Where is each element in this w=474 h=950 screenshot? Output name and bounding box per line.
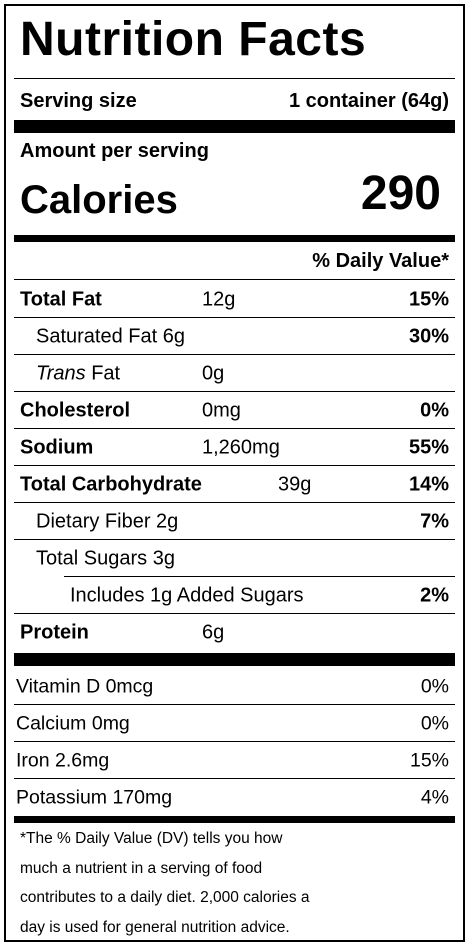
vitamin-row-iron: Iron 2.6mg 15% [14, 742, 455, 779]
thick-divider [14, 120, 455, 133]
footnote-line: contributes to a daily diet. 2,000 calor… [20, 889, 310, 906]
serving-size-label: Serving size [20, 90, 137, 112]
amount-per-serving: Amount per serving [20, 140, 209, 162]
label-title: Nutrition Facts [20, 13, 367, 66]
title-divider [14, 78, 455, 79]
footnote-line: much a nutrient in a serving of food [20, 859, 263, 877]
footnote-line: day is used for general nutrition advice… [20, 918, 290, 936]
thick-divider-vitamins [14, 653, 455, 666]
daily-value-header: % Daily Value* [312, 250, 449, 272]
nutrient-row-total-sugars: Total Sugars 3g [14, 540, 455, 577]
nutrition-facts-label: Nutrition Facts Serving size 1 container… [4, 4, 465, 942]
nutrient-row-protein: Protein 6g [20, 621, 225, 643]
vitamin-row-potassium: Potassium 170mg 4% [16, 786, 449, 808]
footnote: *The % Daily Value (DV) tells you how mu… [20, 824, 310, 942]
nutrient-row-added-sugars: Includes 1g Added Sugars 2% [14, 577, 455, 614]
nutrient-row-total-fat: Total Fat 12g 15% [14, 281, 455, 318]
serving-size-value: 1 container (64g) [288, 90, 449, 112]
nutrient-row-trans-fat: Trans Fat 0g [14, 355, 455, 392]
nutrient-row-sodium: Sodium 1,260mg 55% [14, 429, 455, 466]
medium-divider-footnote [14, 816, 455, 823]
nutrient-row-saturated-fat: Saturated Fat 6g 30% [14, 318, 455, 355]
medium-divider [14, 235, 455, 242]
nutrient-row-total-carbohydrate: Total Carbohydrate 39g 14% [14, 466, 455, 503]
footnote-line: *The % Daily Value (DV) tells you how [20, 830, 283, 847]
header-divider [14, 279, 455, 280]
calories-label: Calories [20, 178, 178, 222]
nutrient-row-dietary-fiber: Dietary Fiber 2g 7% [14, 503, 455, 540]
nutrient-row-cholesterol: Cholesterol 0mg 0% [14, 392, 455, 429]
vitamin-row-vitamin-d: Vitamin D 0mcg 0% [14, 668, 455, 705]
calories-value: 290 [360, 167, 441, 220]
vitamin-row-calcium: Calcium 0mg 0% [14, 705, 455, 742]
